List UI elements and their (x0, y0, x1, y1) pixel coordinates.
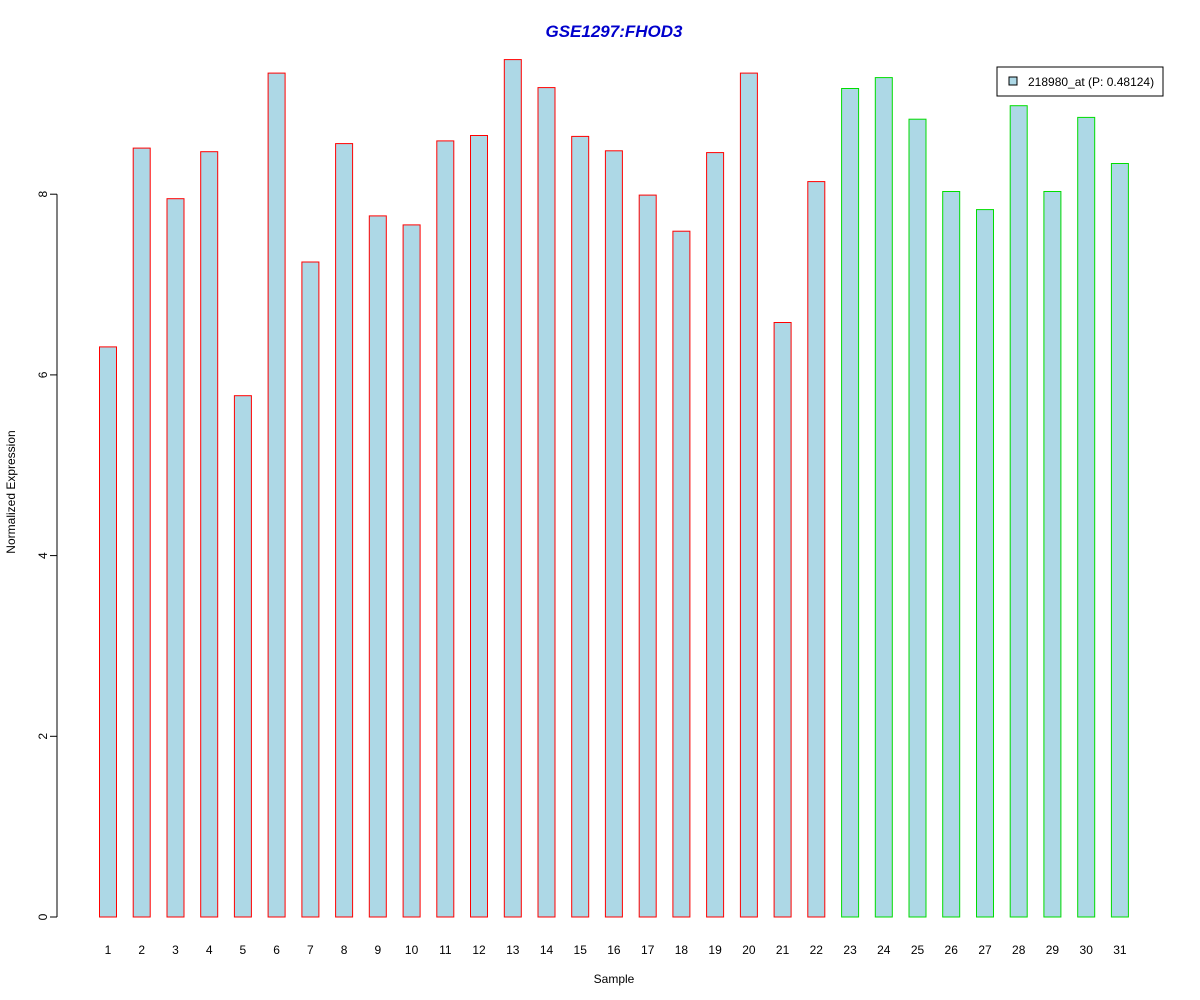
x-tick-label: 14 (540, 943, 554, 957)
bar-sample-18 (672, 230, 691, 918)
bar-sample-9 (368, 215, 387, 918)
x-tick-label: 31 (1113, 943, 1127, 957)
x-axis: 1 2 3 4 5 6 7 8 9 10 11 12 13 14 15 16 17 18 19 20 21 22 23 24 2… (105, 943, 1127, 957)
y-axis-label: Normalized Expression (4, 430, 18, 553)
bar-sample-8 (335, 143, 354, 918)
bar-sample-28 (1009, 105, 1028, 918)
bar-sample-1 (99, 346, 117, 918)
x-tick-label: 10 (405, 943, 419, 957)
legend-swatch (1008, 76, 1018, 86)
y-axis: 0 2 4 6 8 (36, 191, 58, 920)
x-tick-label: 9 (374, 943, 381, 957)
bar-sample-29 (1043, 191, 1062, 918)
x-tick-label: 12 (472, 943, 486, 957)
bar-sample-22 (807, 181, 826, 918)
x-tick-label: 17 (641, 943, 655, 957)
bar-sample-11 (436, 140, 455, 918)
x-tick-label: 19 (708, 943, 722, 957)
bar-sample-15 (571, 135, 590, 918)
x-tick-label: 29 (1046, 943, 1060, 957)
bar-sample-31 (1110, 163, 1129, 918)
x-tick-label: 15 (574, 943, 588, 957)
legend: 218980_at (P: 0.48124) (996, 66, 1164, 97)
x-tick-label: 11 (439, 943, 452, 957)
x-tick-label: 16 (607, 943, 621, 957)
bar-sample-17 (638, 194, 657, 918)
bar-sample-6 (267, 72, 286, 918)
bar-sample-26 (942, 191, 961, 918)
bar-sample-24 (874, 77, 893, 918)
bar-sample-30 (1077, 116, 1096, 918)
legend-box (996, 66, 1164, 97)
x-tick-label: 27 (978, 943, 992, 957)
x-tick-label: 13 (506, 943, 520, 957)
bar-sample-14 (537, 87, 556, 918)
y-tick-label: 8 (36, 191, 50, 198)
bar-sample-21 (773, 322, 792, 918)
y-tick-label: 4 (36, 552, 50, 559)
bar-series (99, 59, 1129, 918)
x-tick-label: 20 (742, 943, 756, 957)
bar-sample-19 (706, 152, 725, 918)
bar-sample-13 (503, 59, 522, 918)
x-tick-label: 1 (105, 943, 112, 957)
x-axis-label: Sample (594, 972, 635, 986)
bar-sample-23 (841, 88, 860, 918)
y-tick-label: 2 (36, 733, 50, 740)
x-tick-label: 30 (1080, 943, 1094, 957)
bar-sample-16 (604, 150, 623, 918)
chart-title: GSE1297:FHOD3 (546, 22, 684, 41)
x-tick-label: 5 (240, 943, 247, 957)
bar-sample-20 (739, 72, 758, 918)
bar-sample-3 (166, 198, 185, 918)
x-tick-label: 25 (911, 943, 925, 957)
bar-sample-5 (233, 395, 252, 918)
x-tick-label: 2 (138, 943, 145, 957)
x-tick-label: 26 (945, 943, 959, 957)
x-tick-label: 24 (877, 943, 891, 957)
x-tick-label: 28 (1012, 943, 1026, 957)
x-tick-label: 22 (810, 943, 824, 957)
x-tick-label: 8 (341, 943, 348, 957)
bar-sample-10 (402, 224, 421, 918)
x-tick-label: 7 (307, 943, 314, 957)
bar-sample-4 (200, 151, 219, 918)
x-tick-label: 23 (843, 943, 857, 957)
bar-sample-25 (908, 118, 927, 918)
bar-sample-2 (132, 147, 151, 918)
x-tick-label: 4 (206, 943, 213, 957)
y-tick-label: 0 (36, 913, 50, 920)
x-tick-label: 18 (675, 943, 689, 957)
y-tick-label: 6 (36, 371, 50, 378)
x-tick-label: 21 (776, 943, 790, 957)
bar-sample-12 (470, 135, 488, 918)
bar-sample-27 (976, 209, 994, 918)
x-tick-label: 3 (172, 943, 179, 957)
legend-entry: 218980_at (P: 0.48124) (1028, 75, 1154, 89)
bar-sample-7 (301, 261, 320, 918)
x-tick-label: 6 (273, 943, 280, 957)
